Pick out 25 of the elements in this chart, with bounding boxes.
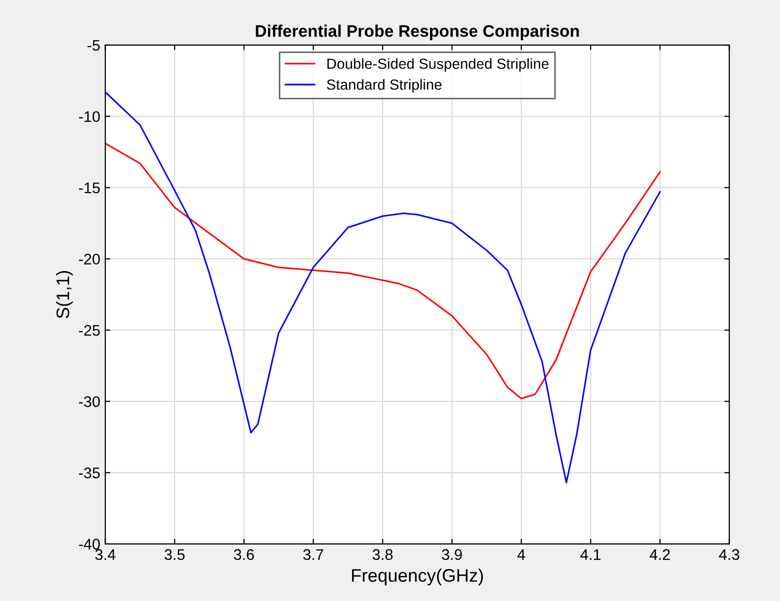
x-tick-label: 4.2	[650, 549, 670, 560]
line-series	[105, 142, 661, 400]
x-tick-label: 4.3	[719, 549, 740, 560]
x-tick-label: 3.4	[95, 549, 116, 560]
x-tick-label: 3.5	[164, 549, 185, 560]
y-axis-title: S(1,1)	[56, 271, 73, 318]
x-tick-label: 4.1	[580, 549, 601, 560]
legend-label: Standard Stripline	[326, 79, 442, 93]
x-axis-title: Frequency(GHz)	[352, 568, 483, 586]
line-series	[105, 91, 661, 484]
x-tick-label: 3.7	[303, 549, 324, 560]
chart-title: Differential Probe Response Comparison	[256, 24, 579, 40]
x-tick-label: 3.8	[372, 549, 393, 560]
x-tick-label: 4	[517, 549, 526, 560]
y-tick-label: -40	[79, 538, 100, 550]
y-tick-label: -35	[79, 468, 100, 478]
y-tick-label: -5	[88, 40, 100, 51]
legend-label: Double-Sided Suspended Stripline	[327, 58, 549, 72]
x-tick-label: 3.9	[442, 549, 462, 560]
y-tick-label: -15	[79, 182, 100, 194]
y-tick-label: -20	[79, 254, 100, 265]
x-tick-label: 3.6	[234, 549, 254, 560]
y-tick-label: -25	[79, 324, 100, 336]
y-tick-label: -30	[79, 396, 100, 408]
y-tick-label: -10	[79, 111, 100, 122]
